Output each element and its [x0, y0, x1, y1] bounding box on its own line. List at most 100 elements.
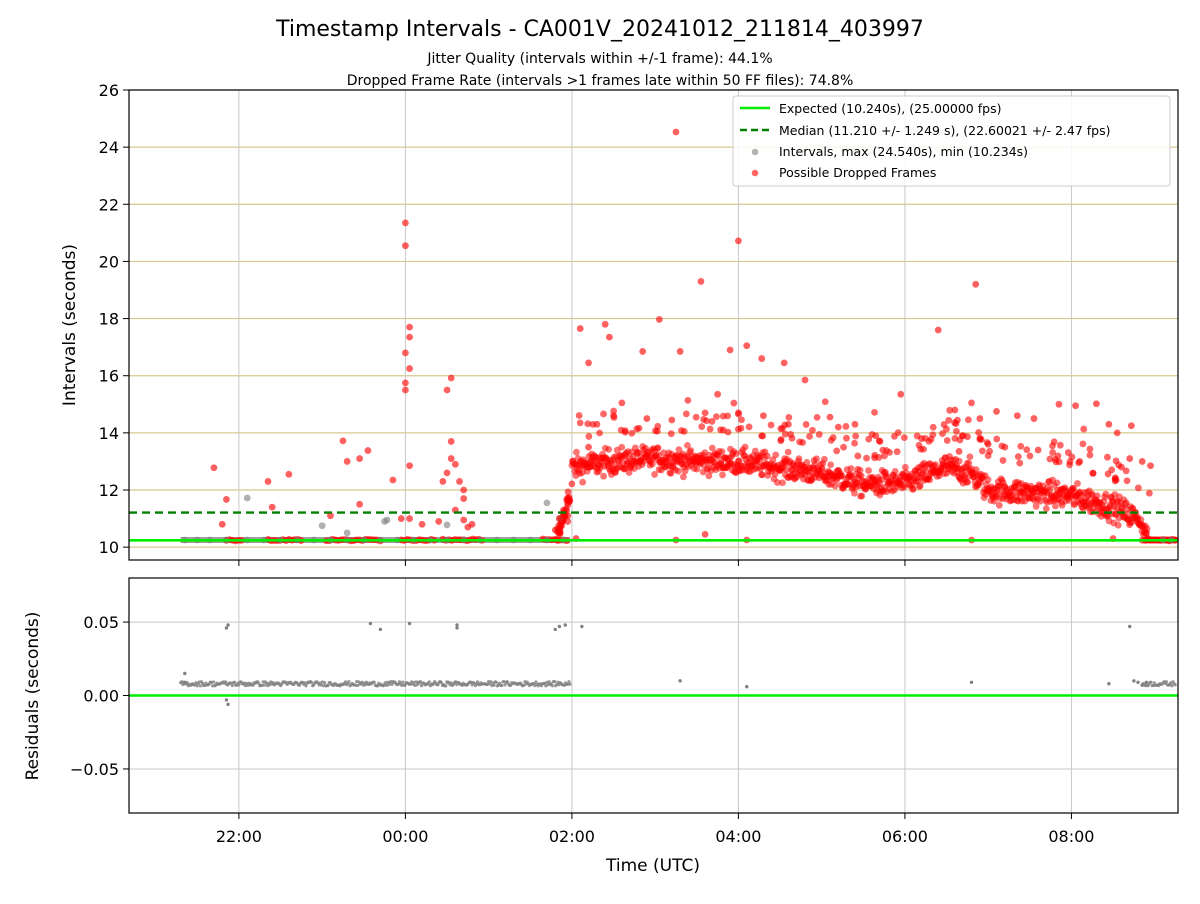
dropped-frame-point [777, 425, 785, 433]
x-tick-label: 00:00 [382, 827, 428, 846]
top-y-tick-label: 18 [99, 310, 119, 329]
dropped-frame-point [684, 441, 691, 449]
dropped-frame-point [931, 461, 939, 469]
dropped-frame-point [730, 399, 738, 407]
dropped-frame-point [1079, 440, 1087, 448]
legend-intervals-label: Intervals, max (24.540s), min (10.234s) [779, 144, 1028, 159]
dropped-frame-point [865, 467, 872, 474]
dropped-frame-point [976, 415, 984, 422]
dropped-frame-point [901, 463, 909, 471]
residual-point [444, 684, 448, 688]
residual-point [580, 624, 584, 629]
dropped-frame-point [564, 488, 572, 496]
dropped-frame-point [557, 522, 565, 530]
residual-point [390, 682, 394, 687]
top-plot-frame [128, 89, 1179, 561]
residual-point [419, 684, 424, 688]
dropped-frame-point [389, 476, 397, 484]
residual-point [455, 626, 459, 630]
residual-point [427, 680, 431, 684]
dropped-frame-point [1102, 490, 1110, 498]
residual-point [224, 680, 228, 684]
residual-point [439, 680, 443, 685]
dropped-frame-point [916, 482, 924, 490]
dropped-frame-point [605, 333, 613, 341]
dropped-frame-point [772, 451, 780, 459]
legend-dropped-label: Possible Dropped Frames [779, 165, 936, 180]
chart-subtitle-2: Dropped Frame Rate (intervals >1 frames … [347, 73, 854, 89]
dropped-frame-point [964, 478, 972, 486]
dropped-frame-point [285, 470, 293, 478]
dropped-frame-point [1036, 497, 1044, 505]
dropped-frame-point [781, 430, 789, 438]
dropped-frame-point [777, 437, 785, 445]
dropped-frame-point [573, 448, 580, 456]
dropped-frame-point [893, 448, 901, 456]
dropped-frame-point [995, 501, 1003, 509]
residual-point [553, 627, 557, 632]
dropped-frame-point [1042, 505, 1050, 513]
dropped-frame-point [1104, 470, 1112, 478]
dropped-frame-point [675, 446, 683, 454]
dropped-frame-point [1086, 445, 1094, 453]
top-reference-lines [129, 511, 1178, 542]
dropped-frame-point [1127, 422, 1135, 430]
dropped-frame-point [697, 278, 705, 285]
top-x-ticks [238, 560, 1072, 566]
residual-point [1144, 680, 1149, 684]
dropped-frame-point [264, 478, 272, 485]
dropped-frame-point [831, 482, 839, 490]
dropped-frame-point [952, 420, 960, 427]
interval-point [243, 494, 251, 502]
dropped-frame-point [210, 464, 218, 472]
bottom-y-tick-label: −0.05 [70, 760, 119, 779]
dropped-frame-point [726, 346, 734, 354]
dropped-frame-point [1086, 451, 1094, 459]
residual-point [183, 671, 187, 676]
dropped-frame-point [406, 323, 413, 331]
residual-point [198, 684, 203, 688]
residual-point [323, 681, 327, 685]
residual-point [401, 680, 405, 684]
residual-point [678, 679, 682, 683]
dropped-frame-point [955, 457, 963, 465]
bottom-y-axis-label: Residuals (seconds) [23, 612, 43, 781]
residual-point [357, 680, 361, 684]
dropped-frame-point [676, 348, 684, 355]
dropped-frame-point [1055, 458, 1063, 466]
dropped-frame-point [851, 489, 858, 497]
residual-point [232, 680, 237, 684]
dropped-frame-point [1046, 486, 1054, 494]
dropped-frame-point [876, 438, 884, 445]
dropped-frame-point [660, 449, 668, 457]
dropped-frame-point [964, 416, 972, 424]
dropped-frame-point [578, 469, 586, 477]
residual-point [563, 623, 567, 627]
bottom-dense-bands [179, 679, 1177, 688]
dropped-frame-point [651, 471, 658, 478]
dropped-frame-point [1054, 452, 1062, 460]
dropped-frame-point [891, 432, 898, 440]
dropped-frame-point [356, 455, 364, 462]
dropped-frame-point [815, 431, 823, 438]
dropped-frame-point [1117, 463, 1125, 471]
dropped-frame-point [718, 448, 726, 456]
residual-point [378, 627, 383, 632]
residual-point [436, 683, 440, 687]
dropped-frame-point [767, 421, 775, 429]
dropped-frame-point [785, 413, 793, 421]
residual-point [344, 680, 348, 684]
dropped-frame-point [708, 444, 716, 452]
dropped-frame-point [618, 443, 626, 451]
dropped-frame-point [447, 438, 455, 445]
dropped-frame-point [585, 359, 592, 367]
residual-point [553, 680, 557, 684]
dropped-frame-point [460, 516, 468, 524]
residual-point [304, 684, 308, 688]
dropped-frame-point [759, 432, 767, 440]
dropped-frame-point [719, 412, 727, 420]
dropped-frame-point [643, 415, 651, 422]
dropped-frame-point [854, 452, 862, 460]
legend: Expected (10.240s), (25.00000 fps) Media… [732, 95, 1171, 187]
top-y-tick-label: 16 [99, 367, 119, 386]
